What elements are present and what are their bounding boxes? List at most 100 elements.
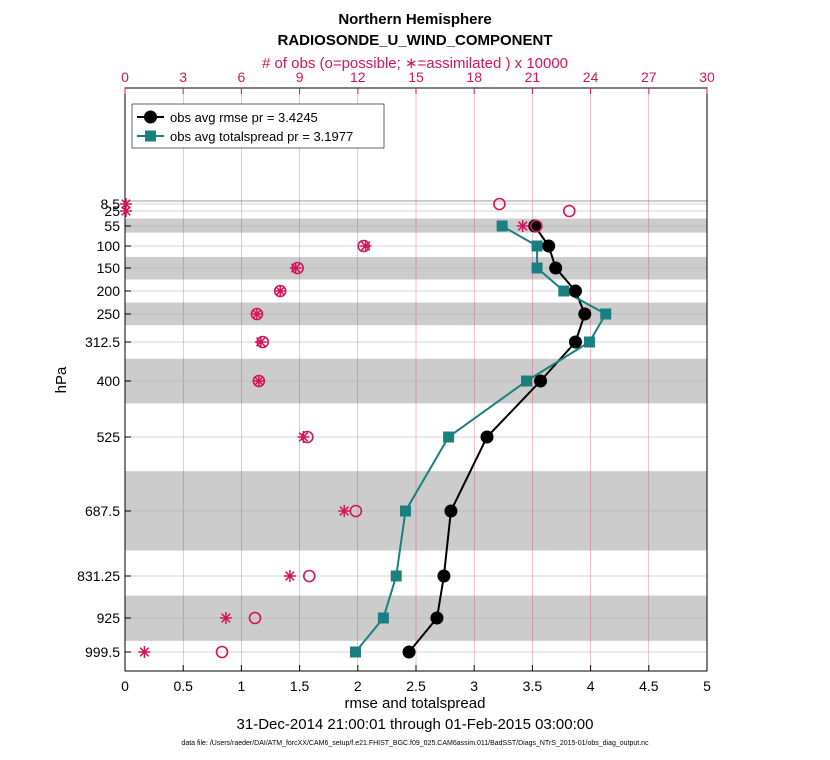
y-tick-label: 55 bbox=[104, 218, 120, 234]
totalspread-point bbox=[390, 570, 402, 582]
obs-possible-point bbox=[302, 569, 316, 583]
x-tick-label: 4 bbox=[587, 678, 595, 694]
x-tick-label: 1.5 bbox=[290, 678, 310, 694]
y-tick-label: 999.5 bbox=[85, 644, 120, 660]
chart-subtitle: RADIOSONDE_U_WIND_COMPONENT bbox=[277, 32, 552, 49]
legend-spread-marker bbox=[145, 130, 156, 142]
obs-assimilated-point bbox=[359, 240, 372, 252]
x-tick-label: 0 bbox=[121, 678, 129, 694]
y-tick-label: 312.5 bbox=[85, 334, 120, 350]
top-axis-label: # of obs (o=possible; ∗=assimilated ) x … bbox=[262, 55, 568, 72]
obs-assimilated-point bbox=[119, 198, 132, 210]
vertical-gridlines bbox=[182, 88, 650, 671]
top-tick-label: 6 bbox=[238, 69, 246, 85]
legend-rmse-label: obs avg rmse pr = 3.4245 bbox=[170, 110, 318, 125]
rmse-point bbox=[430, 611, 444, 625]
rmse-point bbox=[542, 239, 556, 253]
rmse-point bbox=[437, 569, 451, 583]
obs-assimilated-point bbox=[250, 308, 263, 320]
horizontal-gridlines bbox=[125, 203, 707, 653]
top-tick-label: 24 bbox=[583, 69, 599, 85]
x-tick-label: 3 bbox=[470, 678, 478, 694]
top-tick-label: 21 bbox=[525, 69, 541, 85]
top-tick-label: 27 bbox=[641, 69, 657, 85]
rmse-point bbox=[549, 261, 563, 275]
obs-assimilated-point bbox=[138, 646, 151, 658]
top-tick-label: 18 bbox=[466, 69, 482, 85]
totalspread-point bbox=[443, 431, 455, 443]
rmse-point bbox=[534, 374, 548, 388]
x-tick-label: 4.5 bbox=[639, 678, 659, 694]
series-markers bbox=[349, 219, 612, 659]
obs-possible-point bbox=[493, 197, 506, 211]
obs-assimilated-point bbox=[297, 431, 310, 443]
totalspread-point bbox=[600, 308, 612, 320]
top-tick-label: 0 bbox=[121, 69, 129, 85]
rmse-point bbox=[480, 430, 494, 444]
obs-assimilated-point bbox=[254, 336, 267, 348]
totalspread-point bbox=[400, 505, 412, 517]
y-tick-label: 525 bbox=[97, 429, 121, 445]
rmse-point bbox=[402, 645, 416, 659]
obs-possible-point bbox=[349, 504, 363, 518]
rmse-point bbox=[568, 284, 582, 298]
y-tick-label: 250 bbox=[97, 306, 121, 322]
legend-rmse-marker bbox=[144, 110, 157, 124]
x-tick-label: 1 bbox=[238, 678, 246, 694]
totalspread-point bbox=[377, 612, 389, 624]
top-tick-label: 30 bbox=[699, 69, 715, 85]
obs-possible-point bbox=[562, 204, 576, 218]
obs-assimilated-point bbox=[516, 220, 529, 232]
x-tick-label: 5 bbox=[703, 678, 711, 694]
rmse-point bbox=[568, 335, 582, 349]
x-tick-label: 0.5 bbox=[173, 678, 193, 694]
y-tick-label: 831.25 bbox=[77, 568, 120, 584]
y-axis-label: hPa bbox=[53, 366, 70, 393]
obs-count-markers bbox=[119, 197, 576, 659]
top-tick-label: 12 bbox=[350, 69, 366, 85]
date-range: 31-Dec-2014 21:00:01 through 01-Feb-2015… bbox=[237, 716, 594, 733]
x-tick-label: 3.5 bbox=[523, 678, 543, 694]
totalspread-point bbox=[583, 336, 595, 348]
totalspread-point bbox=[558, 285, 570, 297]
obs-possible-point bbox=[248, 611, 262, 625]
obs-assimilated-point bbox=[252, 375, 265, 387]
obs-possible-point bbox=[215, 645, 229, 659]
y-tick-label: 925 bbox=[97, 610, 121, 626]
legend-spread-label: obs avg totalspread pr = 3.1977 bbox=[170, 129, 353, 144]
y-tick-label: 200 bbox=[97, 283, 121, 299]
bottom-axis: 0 0.5 1 1.5 2 2.5 3 3.5 4 4.5 5 bbox=[121, 665, 711, 694]
legend-box bbox=[131, 103, 385, 149]
y-tick-label: 150 bbox=[97, 260, 121, 276]
obs-assimilated-point bbox=[119, 205, 132, 217]
obs-assimilated-point bbox=[219, 612, 232, 624]
obs-assimilated-point bbox=[274, 285, 287, 297]
y-tick-label: 25 bbox=[104, 203, 120, 219]
totalspread-point bbox=[349, 646, 361, 658]
data-file-note: data file: /Users/raeder/DAI/ATM_forcXX/… bbox=[181, 740, 649, 747]
y-tick-label: 8.5 bbox=[101, 196, 121, 212]
y-tick-label: 400 bbox=[97, 373, 121, 389]
x-tick-label: 2.5 bbox=[406, 678, 426, 694]
totalspread-point bbox=[521, 375, 533, 387]
y-tick-label: 100 bbox=[97, 238, 121, 254]
x-axis-label: rmse and totalspread bbox=[345, 695, 486, 712]
chart-title: Northern Hemisphere bbox=[338, 11, 491, 28]
y-tick-label: 687.5 bbox=[85, 503, 120, 519]
totalspread-point bbox=[531, 262, 543, 274]
top-tick-label: 9 bbox=[296, 69, 304, 85]
obs-assimilated-point bbox=[283, 570, 296, 582]
obs-assimilated-point bbox=[289, 262, 302, 274]
legend: obs avg rmse pr = 3.4245 obs avg totalsp… bbox=[131, 103, 385, 149]
obs-assimilated-point bbox=[338, 505, 351, 517]
top-axis: 0 3 6 9 12 15 18 21 24 27 30 bbox=[121, 69, 715, 94]
top-tick-label: 3 bbox=[179, 69, 187, 85]
rmse-point bbox=[578, 307, 592, 321]
totalspread-point bbox=[531, 240, 543, 252]
top-tick-label: 15 bbox=[408, 69, 424, 85]
obs-possible-point bbox=[529, 219, 543, 233]
x-tick-label: 2 bbox=[354, 678, 362, 694]
totalspread-point bbox=[496, 220, 508, 232]
